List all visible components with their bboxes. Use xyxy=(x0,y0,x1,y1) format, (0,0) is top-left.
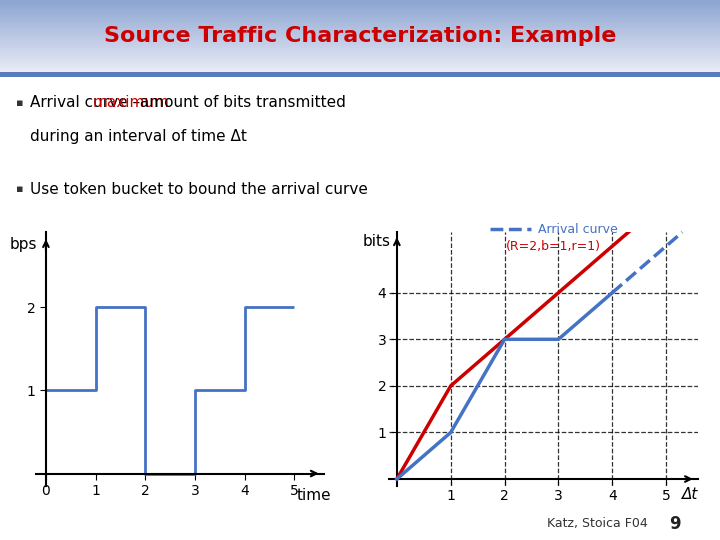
Bar xyxy=(0,52,720,53)
Bar xyxy=(0,25,720,26)
Bar xyxy=(0,38,720,39)
Bar xyxy=(0,15,720,16)
Bar xyxy=(0,66,720,68)
Bar xyxy=(0,29,720,30)
Bar xyxy=(0,65,720,66)
Bar xyxy=(0,48,720,49)
Bar xyxy=(0,39,720,40)
Bar xyxy=(0,60,720,61)
Text: time: time xyxy=(297,489,331,503)
Text: during an interval of time Δt: during an interval of time Δt xyxy=(30,129,246,144)
Bar xyxy=(0,31,720,32)
Bar xyxy=(0,68,720,69)
Bar xyxy=(0,46,720,48)
Bar xyxy=(0,49,720,50)
Bar xyxy=(0,4,720,5)
Bar xyxy=(0,59,720,60)
Bar xyxy=(0,21,720,22)
Bar xyxy=(0,63,720,64)
Bar xyxy=(0,51,720,52)
Bar xyxy=(0,43,720,44)
Bar xyxy=(0,61,720,62)
Bar xyxy=(0,6,720,7)
Bar xyxy=(0,50,720,51)
Bar xyxy=(0,30,720,31)
Bar xyxy=(0,19,720,20)
Bar xyxy=(0,10,720,11)
Text: Δt: Δt xyxy=(682,488,698,502)
Text: Arrival curve: Arrival curve xyxy=(538,223,618,236)
Text: Source Traffic Characterization: Example: Source Traffic Characterization: Example xyxy=(104,26,616,46)
Bar xyxy=(0,56,720,57)
Bar xyxy=(0,53,720,54)
Bar xyxy=(0,33,720,35)
Bar xyxy=(0,44,720,45)
Text: Arrival curve –: Arrival curve – xyxy=(30,96,145,110)
Bar xyxy=(0,40,720,41)
Bar xyxy=(0,11,720,12)
Bar xyxy=(0,28,720,29)
Bar xyxy=(0,64,720,65)
Text: amount of bits transmitted: amount of bits transmitted xyxy=(135,96,346,110)
Bar xyxy=(0,57,720,58)
Bar xyxy=(0,3,720,4)
Bar xyxy=(0,55,720,56)
Bar xyxy=(0,23,720,24)
Bar xyxy=(0,36,720,37)
Bar xyxy=(0,24,720,25)
Bar xyxy=(0,8,720,9)
Bar xyxy=(0,35,720,36)
Bar xyxy=(0,37,720,38)
Bar xyxy=(0,41,720,42)
Text: bps: bps xyxy=(9,237,37,252)
Bar xyxy=(0,70,720,71)
Text: bits: bits xyxy=(362,234,390,249)
Text: ▪: ▪ xyxy=(16,98,23,108)
Text: Use token bucket to bound the arrival curve: Use token bucket to bound the arrival cu… xyxy=(30,181,368,197)
Bar xyxy=(0,26,720,28)
Bar xyxy=(0,72,720,73)
Bar xyxy=(0,2,720,3)
Bar xyxy=(0,16,720,17)
Bar xyxy=(0,32,720,33)
Bar xyxy=(0,62,720,63)
Bar xyxy=(0,1,720,2)
Bar xyxy=(0,58,720,59)
Bar xyxy=(0,45,720,46)
Text: Katz, Stoica F04: Katz, Stoica F04 xyxy=(547,517,648,530)
Bar xyxy=(0,20,720,21)
Bar xyxy=(0,69,720,70)
Bar xyxy=(0,5,720,6)
Bar xyxy=(0,22,720,23)
Bar xyxy=(0,54,720,55)
Bar xyxy=(0,13,720,14)
Bar xyxy=(0,18,720,19)
Text: 9: 9 xyxy=(670,515,681,533)
Bar xyxy=(0,42,720,43)
Text: (R=2,b=1,r=1): (R=2,b=1,r=1) xyxy=(505,240,600,253)
Text: maximum: maximum xyxy=(93,96,170,110)
Bar xyxy=(0,17,720,18)
Text: ▪: ▪ xyxy=(16,184,23,194)
Bar xyxy=(0,7,720,8)
Bar xyxy=(0,12,720,13)
Bar xyxy=(0,9,720,10)
Bar xyxy=(0,0,720,1)
Bar xyxy=(0,14,720,15)
Bar xyxy=(0,71,720,72)
